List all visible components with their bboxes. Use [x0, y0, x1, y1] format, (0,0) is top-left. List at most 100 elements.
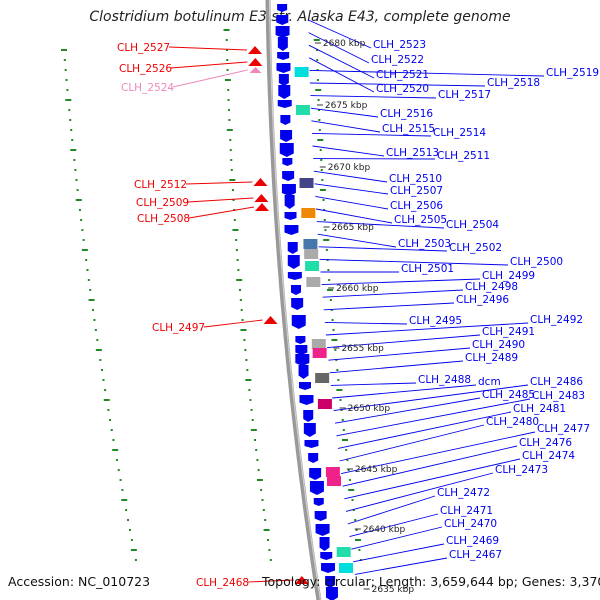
reverse-gene-arrow — [247, 46, 262, 54]
cds-box — [306, 277, 321, 287]
forward-leader — [309, 82, 486, 87]
forward-gene-label: CLH_2481 — [513, 403, 566, 415]
forward-leader — [327, 334, 481, 349]
rna-gene-label: CLH_2524 — [121, 82, 174, 94]
forward-leader — [308, 19, 372, 49]
scale-label: 2680 kbp — [323, 39, 366, 49]
forward-gene-label: CLH_2516 — [380, 108, 433, 120]
forward-gene-arrow — [315, 524, 330, 536]
forward-gene-arrow — [287, 255, 300, 269]
forward-gene-arrow — [325, 587, 338, 600]
cds-box — [301, 208, 316, 218]
forward-gene-arrow — [275, 26, 290, 38]
forward-gene-arrow — [278, 74, 289, 86]
forward-gene-arrow — [282, 158, 293, 166]
forward-leader — [308, 57, 375, 93]
cds-box — [312, 348, 327, 358]
forward-leader — [336, 398, 531, 437]
forward-gene-arrow — [276, 63, 291, 73]
forward-leader — [351, 526, 443, 550]
forward-leader — [321, 278, 481, 286]
reverse-gene-label: CLH_2508 — [137, 213, 190, 225]
cds-box — [295, 105, 310, 115]
reverse-leader — [188, 206, 255, 219]
cds-box — [339, 563, 354, 573]
forward-leader — [329, 360, 464, 374]
forward-gene-label: CLH_2499 — [482, 270, 535, 282]
cds-box — [325, 467, 340, 477]
forward-gene-label: CLH_2488 — [418, 374, 471, 386]
scale-label: 2675 kbp — [325, 101, 368, 111]
forward-gene-label: CLH_2518 — [487, 77, 540, 89]
forward-gene-label: CLH_2515 — [382, 123, 435, 135]
forward-leader — [353, 543, 445, 563]
forward-gene-label: CLH_2506 — [390, 200, 443, 212]
reverse-leader — [170, 61, 248, 69]
forward-gene-label: CLH_2521 — [376, 69, 429, 81]
forward-leader — [342, 445, 518, 487]
forward-gene-arrow — [281, 184, 296, 196]
topology-text: Topology: circular; Length: 3,659,644 bp… — [262, 574, 600, 589]
forward-gene-arrow — [277, 52, 290, 60]
reverse-leader — [247, 579, 294, 583]
cds-box — [303, 239, 318, 249]
forward-gene-label: CLH_2495 — [409, 315, 462, 327]
cds-box — [315, 373, 330, 383]
forward-gene-arrow — [303, 423, 316, 437]
backbone-highlight — [268, 0, 321, 600]
forward-gene-label: CLH_2489 — [465, 352, 518, 364]
forward-leader — [354, 557, 448, 575]
reverse-gene-label: CLH_2527 — [117, 42, 170, 54]
forward-gene-arrow — [319, 537, 330, 551]
forward-gene-arrow — [278, 85, 291, 99]
label-leaders — [168, 19, 545, 583]
reverse-gene-arrow — [253, 178, 268, 186]
forward-gene-label: CLH_2503 — [398, 238, 451, 250]
forward-gene-label: CLH_2505 — [394, 214, 447, 226]
forward-gene-label: CLH_2517 — [438, 89, 491, 101]
forward-gene-label: CLH_2485 — [482, 389, 535, 401]
forward-gene-arrow — [282, 171, 295, 181]
forward-gene-label: CLH_2483 — [532, 390, 585, 402]
forward-gene-label: CLH_2474 — [522, 450, 575, 462]
forward-leader — [339, 424, 485, 462]
forward-leader — [324, 321, 408, 325]
reverse-gene-label: CLH_2512 — [134, 179, 187, 191]
forward-leader — [308, 44, 375, 79]
forward-gene-arrow — [280, 130, 293, 142]
cds-box — [317, 399, 332, 409]
scale-label: 2635 kbp — [372, 585, 415, 595]
cds-box — [294, 67, 309, 77]
forward-gene-label: CLH_2492 — [530, 314, 583, 326]
forward-gene-arrow — [280, 115, 291, 125]
reverse-gene-arrow — [254, 203, 269, 211]
forward-leader — [334, 397, 481, 424]
reverse-leader — [187, 197, 254, 203]
reverse-leader — [168, 46, 248, 51]
forward-leader — [323, 302, 455, 311]
forward-gene-arrow — [304, 440, 319, 448]
forward-gene-label: CLH_2520 — [376, 83, 429, 95]
forward-leader — [315, 195, 389, 210]
forward-leader — [328, 347, 471, 361]
rna-leader — [172, 69, 248, 88]
forward-gene-arrow — [320, 552, 333, 560]
forward-gene-arrow — [299, 395, 314, 405]
forward-gene-arrow — [279, 143, 294, 157]
cds-box — [311, 339, 326, 349]
accession-text: Accession: NC_010723 — [8, 574, 151, 589]
backbone-arc — [265, 0, 322, 600]
forward-leader — [325, 322, 529, 336]
forward-gene-arrow — [287, 272, 302, 280]
forward-leader — [345, 472, 494, 512]
forward-gene-arrow — [321, 563, 336, 573]
forward-gene-arrow — [303, 410, 314, 422]
forward-gene-label: CLH_2467 — [449, 549, 502, 561]
forward-gene-arrow — [309, 468, 322, 480]
forward-leader — [333, 384, 529, 412]
cds-box — [304, 249, 319, 259]
forward-leader — [317, 233, 397, 248]
forward-gene-label: CLH_2480 — [486, 416, 539, 428]
reverse-gene-arrow — [254, 194, 269, 202]
